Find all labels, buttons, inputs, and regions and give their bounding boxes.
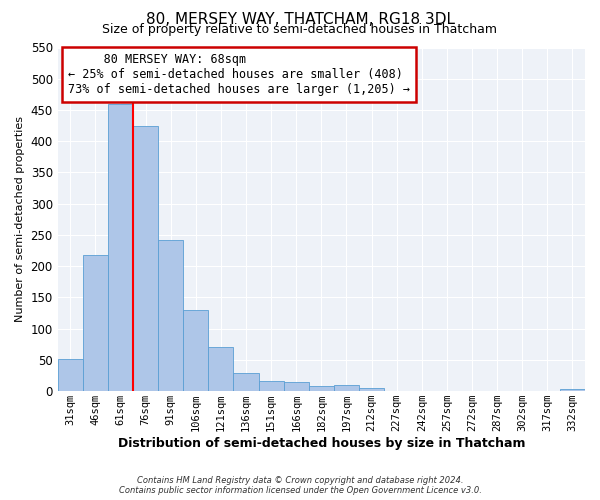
Bar xyxy=(83,255,108,391)
Y-axis label: Number of semi-detached properties: Number of semi-detached properties xyxy=(15,116,25,322)
Bar xyxy=(233,373,259,391)
Bar xyxy=(208,348,233,391)
Text: 80, MERSEY WAY, THATCHAM, RG18 3DL: 80, MERSEY WAY, THATCHAM, RG18 3DL xyxy=(146,12,455,28)
Bar xyxy=(108,104,133,391)
Bar xyxy=(334,385,359,391)
Text: Size of property relative to semi-detached houses in Thatcham: Size of property relative to semi-detach… xyxy=(103,22,497,36)
Bar xyxy=(359,388,384,391)
Bar xyxy=(158,240,183,391)
Text: 80 MERSEY WAY: 68sqm
← 25% of semi-detached houses are smaller (408)
73% of semi: 80 MERSEY WAY: 68sqm ← 25% of semi-detac… xyxy=(68,52,410,96)
Bar xyxy=(58,358,83,391)
X-axis label: Distribution of semi-detached houses by size in Thatcham: Distribution of semi-detached houses by … xyxy=(118,437,525,450)
Bar xyxy=(133,126,158,391)
Bar xyxy=(259,380,284,391)
Bar xyxy=(309,386,334,391)
Bar xyxy=(560,390,585,391)
Bar xyxy=(183,310,208,391)
Bar xyxy=(284,382,309,391)
Text: Contains HM Land Registry data © Crown copyright and database right 2024.
Contai: Contains HM Land Registry data © Crown c… xyxy=(119,476,481,495)
